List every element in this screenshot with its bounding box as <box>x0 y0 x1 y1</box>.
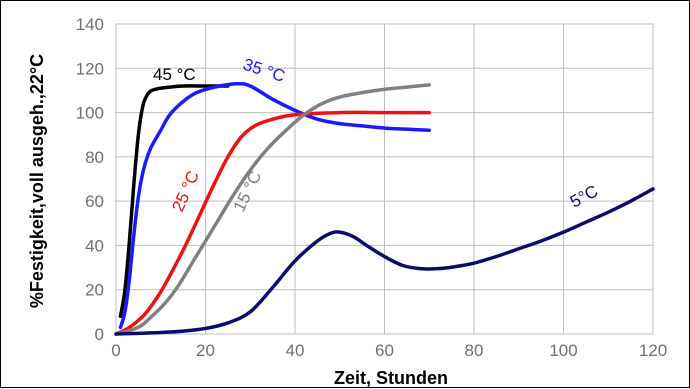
y-tick-label: 100 <box>76 104 104 123</box>
series-line-1 <box>118 81 431 330</box>
y-tick-label: 80 <box>85 148 104 167</box>
series-line-0 <box>118 84 230 319</box>
series-lines <box>114 81 655 336</box>
x-tick-label: 20 <box>196 341 215 360</box>
x-tick-label: 80 <box>465 341 484 360</box>
x-tick-label: 120 <box>639 341 667 360</box>
x-axis-title: Zeit, Stunden <box>334 368 448 388</box>
x-tick-label: 60 <box>375 341 394 360</box>
x-tick-label: 100 <box>549 341 577 360</box>
tick-labels: 0 20 40 60 80 100 120 0 20 40 60 80 100 120 140 <box>76 15 668 360</box>
series-line-3 <box>114 83 431 336</box>
y-tick-label: 120 <box>76 59 104 78</box>
y-tick-label: 140 <box>76 15 104 34</box>
y-tick-label: 40 <box>85 236 104 255</box>
y-tick-label: 0 <box>95 325 104 344</box>
y-tick-label: 20 <box>85 281 104 300</box>
x-tick-label: 40 <box>286 341 305 360</box>
label-45c: 45 °C <box>153 65 196 84</box>
y-axis-title: %Festigkeit,voll ausgeh.,22°C <box>27 54 47 308</box>
x-tick-label: 0 <box>111 341 120 360</box>
series-line-4 <box>114 187 655 336</box>
grid <box>115 23 654 335</box>
y-tick-label: 60 <box>85 192 104 211</box>
